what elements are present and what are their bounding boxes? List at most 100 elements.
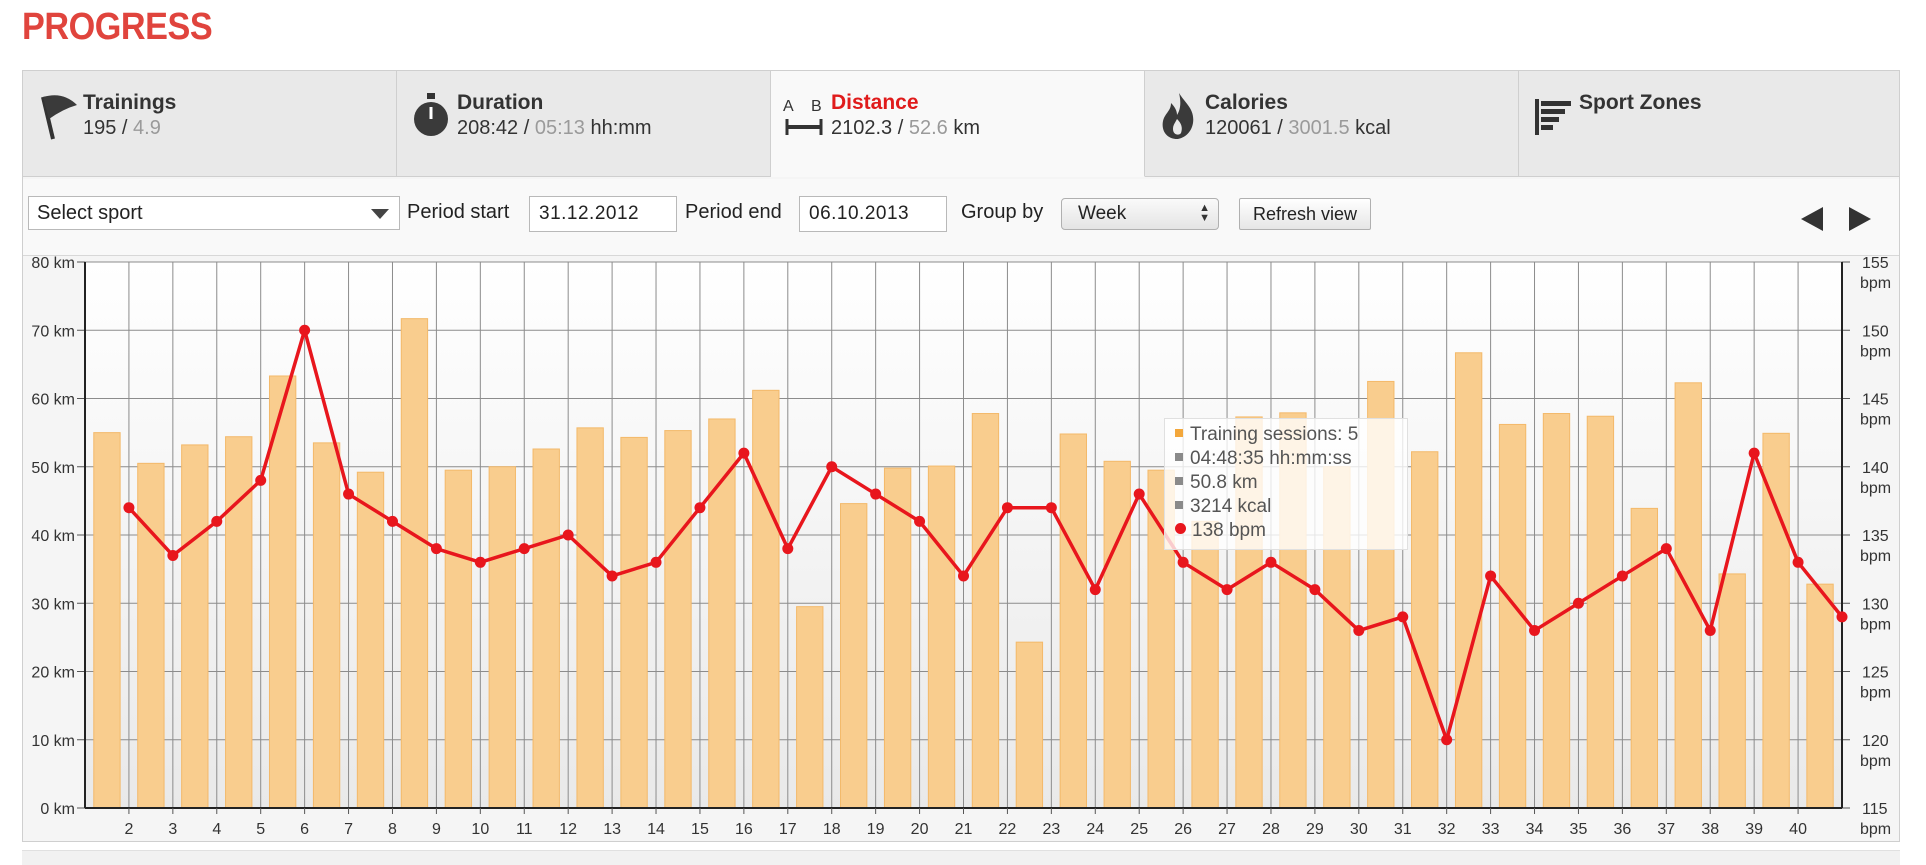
y-right-unit-label: bpm [1860, 753, 1891, 770]
x-tick-label: 25 [1130, 821, 1148, 838]
heart-rate-point [123, 502, 135, 514]
tab-label: Sport Zones [1579, 91, 1702, 114]
y-right-tick-label: 130 [1862, 596, 1889, 613]
heart-rate-point [1133, 488, 1145, 500]
tab-distance[interactable]: A B Distance 2102.3 / 52.6 km [771, 71, 1145, 177]
y-right-tick-label: 150 [1862, 323, 1889, 340]
tab-value: 208:42 / 05:13 hh:mm [457, 117, 652, 140]
tab-duration[interactable]: Duration 208:42 / 05:13 hh:mm [397, 71, 771, 177]
heart-rate-point [211, 515, 223, 527]
x-tick-label: 15 [691, 821, 709, 838]
heart-rate-point [1397, 611, 1409, 623]
legend-swatch [1175, 500, 1183, 509]
period-end-input[interactable]: 06.10.2013 [799, 196, 947, 232]
x-tick-label: 31 [1394, 821, 1412, 838]
heart-rate-point [1529, 625, 1541, 637]
x-tick-label: 3 [168, 821, 177, 838]
x-tick-label: 10 [471, 821, 489, 838]
sport-select[interactable]: Select sport [28, 196, 400, 230]
x-tick-label: 7 [344, 821, 353, 838]
y-right-tick-label: 140 [1862, 460, 1889, 477]
x-tick-label: 22 [999, 821, 1017, 838]
bar [796, 606, 824, 809]
x-tick-label: 19 [867, 821, 885, 838]
heart-rate-point [343, 488, 355, 500]
tab-average: 52.6 [908, 117, 948, 139]
x-tick-label: 4 [212, 821, 221, 838]
tooltip-duration-text: 04:48:35 hh:mm:ss [1190, 448, 1352, 469]
heart-rate-point [518, 543, 530, 555]
bar [1674, 382, 1702, 809]
y-left-tick-label: 10 km [31, 733, 75, 750]
chart-tooltip: Training sessions: 5 04:48:35 hh:mm:ss 5… [1164, 418, 1408, 550]
bar [312, 442, 341, 809]
heart-rate-point [1309, 584, 1321, 596]
tab-average: 3001.5 [1288, 117, 1350, 139]
heart-rate-point [562, 529, 574, 541]
tab-calories[interactable]: Calories 120061 / 3001.5 kcal [1145, 71, 1519, 177]
bar [840, 503, 868, 809]
heart-rate-point [1660, 543, 1672, 555]
bar [1586, 415, 1615, 809]
heart-rate-point [299, 324, 311, 336]
bar [400, 318, 429, 809]
tooltip-duration: 04:48:35 hh:mm:ss [1175, 448, 1352, 470]
heart-rate-point [914, 515, 926, 527]
group-by-select[interactable]: Week ▲ ▼ [1061, 198, 1219, 230]
x-tick-label: 26 [1174, 821, 1192, 838]
tab-separator: / [892, 117, 909, 139]
y-right-tick-label: 115 [1862, 801, 1888, 818]
heart-rate-point [1221, 584, 1233, 596]
x-tick-label: 13 [603, 821, 621, 838]
heart-rate-point [1792, 556, 1804, 568]
bar [444, 469, 473, 809]
tab-separator: / [116, 117, 134, 139]
x-tick-label: 14 [647, 821, 665, 838]
heart-rate-point [1045, 502, 1057, 514]
chevron-down-icon [371, 209, 389, 219]
legend-swatch [1175, 476, 1183, 485]
y-right-unit-label: bpm [1860, 480, 1891, 497]
period-start-input[interactable]: 31.12.2012 [529, 196, 677, 232]
y-right-tick-label: 125 [1862, 665, 1889, 682]
tab-label: Distance [831, 91, 919, 114]
y-right-tick-label: 155 [1862, 255, 1889, 272]
heart-rate-point [430, 543, 442, 555]
tab-sport-zones[interactable]: Sport Zones [1519, 71, 1899, 177]
heart-rate-point [1001, 502, 1013, 514]
tooltip-calories: 3214 kcal [1175, 496, 1271, 518]
heart-rate-point [386, 515, 398, 527]
page-title: PROGRESS [22, 6, 213, 48]
x-tick-label: 2 [124, 821, 133, 838]
x-tick-label: 35 [1570, 821, 1588, 838]
x-tick-label: 6 [300, 821, 309, 838]
x-tick-label: 5 [256, 821, 265, 838]
triangle-left-icon[interactable] [1801, 207, 1823, 231]
y-left-tick-label: 70 km [31, 323, 75, 340]
refresh-view-button[interactable]: Refresh view [1239, 198, 1371, 230]
tab-unit: kcal [1349, 117, 1391, 139]
tab-average: 05:13 [534, 117, 585, 139]
heart-rate-point [474, 556, 486, 568]
bar [1718, 573, 1746, 809]
tab-label: Trainings [83, 91, 177, 114]
tab-unit: km [947, 117, 980, 139]
x-tick-label: 40 [1789, 821, 1807, 838]
triangle-right-icon[interactable] [1849, 207, 1871, 231]
y-left-tick-label: 50 km [31, 460, 75, 477]
heart-rate-point [1353, 625, 1365, 637]
tab-trainings[interactable]: Trainings 195 / 4.9 [23, 71, 397, 177]
tooltip-sessions-text: Training sessions: 5 [1190, 424, 1359, 445]
x-tick-label: 20 [911, 821, 929, 838]
y-right-unit-label: bpm [1860, 412, 1891, 429]
heart-rate-point [1572, 597, 1584, 609]
bar [356, 471, 385, 809]
y-right-tick-label: 135 [1862, 528, 1889, 545]
bar [1806, 583, 1834, 809]
bar [752, 389, 780, 809]
sport-select-value: Select sport [37, 202, 143, 224]
tab-unit: hh:mm [584, 117, 652, 139]
bar [883, 467, 912, 809]
tooltip-distance-text: 50.8 km [1190, 472, 1258, 493]
bar [620, 436, 648, 809]
